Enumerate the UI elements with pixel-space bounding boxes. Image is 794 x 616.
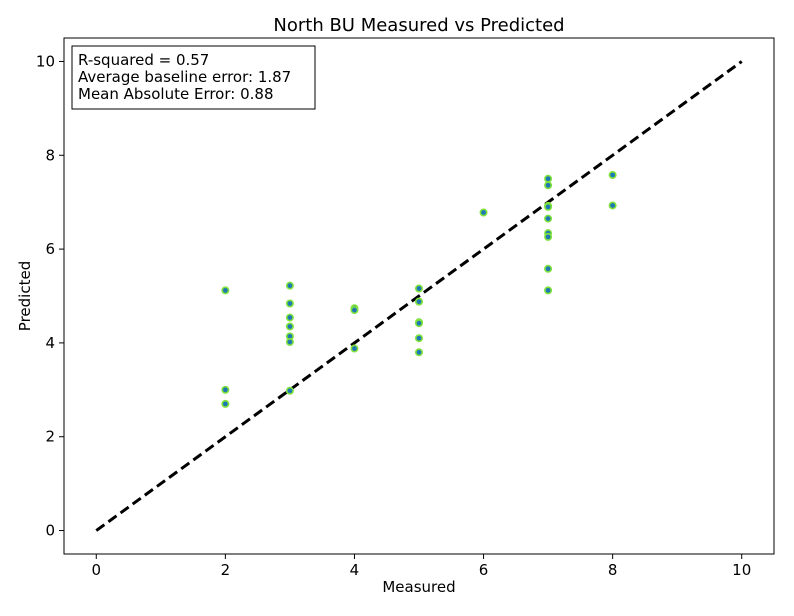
y-tick-label: 0 [45, 522, 55, 540]
data-point [285, 299, 294, 308]
data-point [414, 319, 423, 328]
data-point [608, 170, 617, 179]
data-point [544, 214, 553, 223]
x-tick-label: 8 [608, 561, 618, 579]
data-point [544, 286, 553, 295]
y-tick-label: 8 [45, 146, 55, 164]
data-point [544, 202, 553, 211]
x-tick-label: 2 [221, 561, 231, 579]
data-point [414, 348, 423, 357]
x-tick-label: 0 [91, 561, 101, 579]
y-tick-label: 2 [45, 428, 55, 446]
data-point [414, 334, 423, 343]
stats-box-frame [71, 45, 316, 110]
data-point [544, 232, 553, 241]
data-point [414, 297, 423, 306]
stats-box: R-squared = 0.57 Average baseline error:… [71, 45, 316, 110]
stats-mean-absolute-error: Mean Absolute Error: 0.88 [78, 85, 273, 103]
data-point [285, 313, 294, 322]
stats-r-squared: R-squared = 0.57 [78, 51, 209, 69]
stats-baseline-error: Average baseline error: 1.87 [78, 68, 291, 86]
chart-title: North BU Measured vs Predicted [273, 15, 564, 36]
data-point [544, 264, 553, 273]
y-tick-label: 4 [45, 334, 55, 352]
data-point [285, 337, 294, 346]
y-axis-label: Predicted [16, 261, 34, 331]
data-points [221, 170, 617, 408]
data-point [221, 399, 230, 408]
data-point [544, 181, 553, 190]
y-axis-ticks: 0 2 4 6 8 10 [36, 52, 64, 540]
data-point [285, 322, 294, 331]
data-point [221, 385, 230, 394]
x-axis-ticks: 0 2 4 6 8 10 [91, 554, 751, 579]
data-point [414, 284, 423, 293]
x-tick-label: 10 [732, 561, 751, 579]
x-tick-label: 6 [479, 561, 489, 579]
reference-line [95, 60, 743, 532]
data-point [479, 208, 488, 217]
y-tick-label: 10 [36, 52, 55, 70]
data-point [285, 386, 294, 395]
y-tick-label: 6 [45, 240, 55, 258]
data-point [608, 201, 617, 210]
data-point [350, 344, 359, 353]
data-point [350, 306, 359, 315]
x-axis-label: Measured [382, 578, 455, 596]
data-point [285, 281, 294, 290]
data-point [544, 174, 553, 183]
x-tick-label: 4 [350, 561, 360, 579]
data-point [221, 286, 230, 295]
